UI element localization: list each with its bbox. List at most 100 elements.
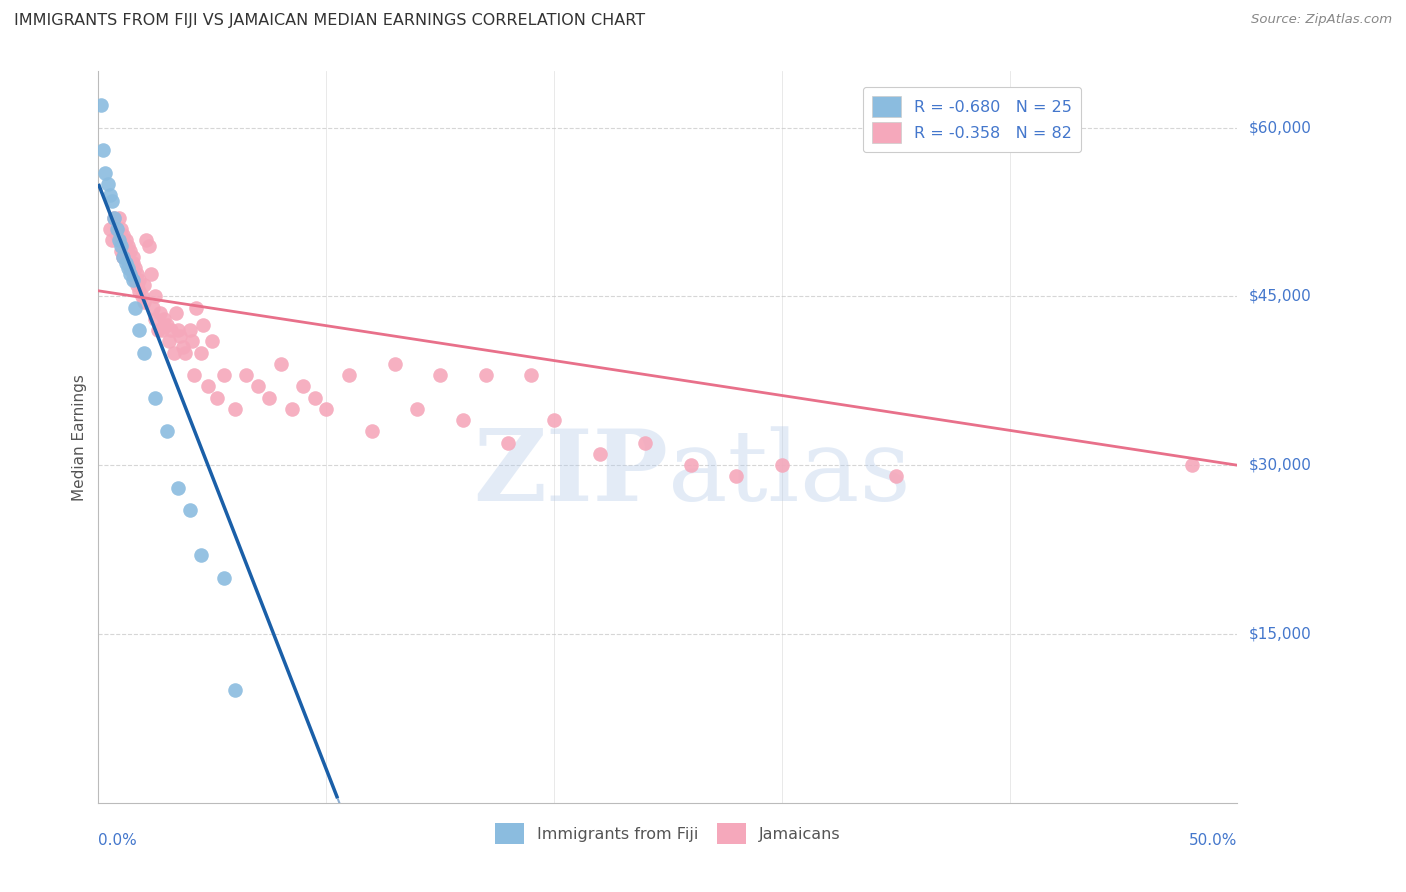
Point <box>406 401 429 416</box>
Point <box>120 267 142 281</box>
Point <box>259 391 281 405</box>
Point <box>679 458 702 473</box>
Point <box>112 227 135 242</box>
Text: 0.0%: 0.0% <box>98 833 138 848</box>
Point <box>124 301 146 315</box>
Point <box>146 323 169 337</box>
Point <box>114 255 136 269</box>
Point <box>132 278 155 293</box>
Point <box>132 295 155 310</box>
Point <box>304 391 326 405</box>
Point <box>167 323 190 337</box>
Point <box>127 267 149 281</box>
Point <box>128 272 150 286</box>
Point <box>121 255 143 269</box>
Point <box>108 233 131 247</box>
Point <box>174 345 197 359</box>
Point <box>281 401 304 416</box>
Point <box>169 328 191 343</box>
Point <box>224 683 246 698</box>
Point <box>212 571 235 585</box>
Point <box>167 481 190 495</box>
Point <box>212 368 235 383</box>
Point <box>117 255 139 269</box>
Point <box>193 318 215 332</box>
Point <box>121 272 143 286</box>
Point <box>131 289 153 303</box>
Point <box>110 222 132 236</box>
Point <box>520 368 543 383</box>
Point <box>179 503 201 517</box>
Point <box>172 340 194 354</box>
Point <box>124 272 146 286</box>
Point <box>246 379 269 393</box>
Point <box>162 345 184 359</box>
Point <box>121 267 143 281</box>
Point <box>360 425 382 439</box>
Point <box>96 177 118 191</box>
Point <box>292 379 315 393</box>
Point <box>183 368 205 383</box>
Point <box>142 301 165 315</box>
Point <box>128 323 150 337</box>
Point <box>128 284 150 298</box>
Point <box>634 435 657 450</box>
Point <box>114 244 136 259</box>
Point <box>190 345 212 359</box>
Point <box>474 368 496 383</box>
Text: ZIP: ZIP <box>472 425 668 522</box>
Point <box>588 447 610 461</box>
Point <box>120 261 142 276</box>
Text: $60,000: $60,000 <box>1249 120 1312 135</box>
Text: 50.0%: 50.0% <box>1189 833 1237 848</box>
Point <box>884 469 907 483</box>
Point <box>429 368 451 383</box>
Point <box>91 143 114 157</box>
Point <box>145 289 167 303</box>
Point <box>139 267 162 281</box>
Point <box>180 334 202 349</box>
Point <box>150 323 173 337</box>
Point <box>101 194 124 208</box>
Point <box>149 306 172 320</box>
Point <box>165 306 187 320</box>
Point <box>108 211 131 225</box>
Point <box>186 301 208 315</box>
Point <box>270 357 292 371</box>
Text: $45,000: $45,000 <box>1249 289 1312 304</box>
Point <box>205 391 228 405</box>
Legend: Immigrants from Fiji, Jamaicans: Immigrants from Fiji, Jamaicans <box>485 814 851 854</box>
Text: $30,000: $30,000 <box>1249 458 1312 473</box>
Text: Source: ZipAtlas.com: Source: ZipAtlas.com <box>1251 13 1392 27</box>
Point <box>156 318 179 332</box>
Point <box>153 312 176 326</box>
Point <box>114 233 136 247</box>
Y-axis label: Median Earnings: Median Earnings <box>72 374 87 500</box>
Point <box>124 261 146 276</box>
Point <box>498 435 520 450</box>
Text: atlas: atlas <box>668 425 911 522</box>
Point <box>90 98 112 112</box>
Point <box>157 334 180 349</box>
Point <box>105 222 128 236</box>
Point <box>120 244 142 259</box>
Point <box>112 250 135 264</box>
Text: $15,000: $15,000 <box>1249 626 1312 641</box>
Point <box>156 425 179 439</box>
Point <box>103 211 125 225</box>
Point <box>160 323 183 337</box>
Point <box>105 227 128 242</box>
Point <box>190 548 212 562</box>
Point <box>179 323 201 337</box>
Point <box>112 250 135 264</box>
Point <box>1181 458 1204 473</box>
Point <box>224 401 246 416</box>
Point <box>98 188 121 202</box>
Point <box>145 312 167 326</box>
Point <box>94 166 117 180</box>
Point <box>101 233 124 247</box>
Point <box>337 368 360 383</box>
Point <box>384 357 406 371</box>
Point <box>132 345 155 359</box>
Point <box>121 250 143 264</box>
